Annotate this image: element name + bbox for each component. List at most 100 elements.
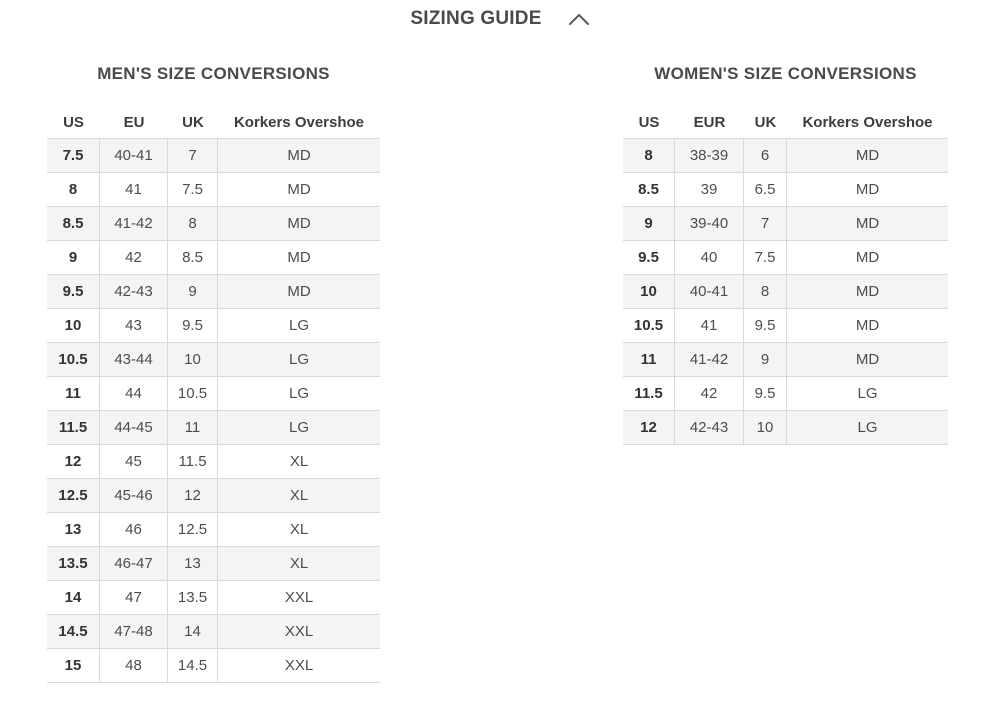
table-cell: 45 <box>100 445 168 478</box>
table-cell: 39 <box>675 173 744 206</box>
table-cell: 9.5 <box>744 377 787 410</box>
table-cell: 15 <box>47 649 100 682</box>
table-cell: 11 <box>168 411 218 444</box>
table-row: 8 38-39 6 MD <box>623 138 948 172</box>
column-header: US <box>638 114 660 131</box>
table-cell: 14 <box>168 615 218 648</box>
table-cell: 13 <box>168 547 218 580</box>
table-cell: 42 <box>675 377 744 410</box>
table-row: 11.5 42 9.5 LG <box>623 376 948 410</box>
table-cell: 6.5 <box>744 173 787 206</box>
table-cell: XL <box>289 453 309 470</box>
table-cell: 14 <box>47 581 100 614</box>
table-cell: 42 <box>100 241 168 274</box>
table-cell: MD <box>287 249 311 266</box>
table-cell: 9 <box>744 343 787 376</box>
table-cell: 9.5 <box>623 241 675 274</box>
table-cell: 12.5 <box>168 513 218 546</box>
sizing-guide-toggle[interactable]: SIZING GUIDE <box>0 8 1000 30</box>
column-header: UK <box>754 114 777 131</box>
table-row: 11 44 10.5 LG <box>47 376 380 410</box>
table-cell: 9.5 <box>168 309 218 342</box>
table-cell: XL <box>289 521 309 538</box>
table-cell: 11 <box>623 343 675 376</box>
table-row: 11.5 44-45 11 LG <box>47 410 380 444</box>
table-row: 10 40-41 8 MD <box>623 274 948 308</box>
table-cell: LG <box>288 385 309 402</box>
table-row: 14 47 13.5 XXL <box>47 580 380 614</box>
table-cell: 12.5 <box>47 479 100 512</box>
table-row: 13.5 46-47 13 XL <box>47 546 380 580</box>
table-cell: 10.5 <box>168 377 218 410</box>
table-cell: 7.5 <box>168 173 218 206</box>
table-cell: 14.5 <box>168 649 218 682</box>
table-cell: 12 <box>47 445 100 478</box>
table-cell: XXL <box>284 623 314 640</box>
table-cell: 7 <box>168 139 218 172</box>
table-cell: 13.5 <box>47 547 100 580</box>
table-cell: 10.5 <box>47 343 100 376</box>
table-header-row: US EU UK Korkers Overshoe <box>47 108 380 138</box>
table-cell: 8.5 <box>47 207 100 240</box>
table-cell: XL <box>289 487 309 504</box>
table-cell: MD <box>855 351 880 368</box>
table-cell: LG <box>857 419 878 436</box>
table-row: 9.5 40 7.5 MD <box>623 240 948 274</box>
table-cell: 43 <box>100 309 168 342</box>
table-cell: 44 <box>100 377 168 410</box>
table-cell: 8 <box>623 139 675 172</box>
table-cell: 10 <box>744 411 787 444</box>
table-cell: 43-44 <box>100 343 168 376</box>
table-cell: XL <box>289 555 309 572</box>
table-cell: XXL <box>284 589 314 606</box>
table-cell: LG <box>288 351 309 368</box>
table-cell: 7.5 <box>47 139 100 172</box>
table-row: 8.5 41-42 8 MD <box>47 206 380 240</box>
table-cell: 7.5 <box>744 241 787 274</box>
table-cell: MD <box>287 283 311 300</box>
womens-table-title: WOMEN'S SIZE CONVERSIONS <box>654 64 917 83</box>
table-cell: 11.5 <box>47 411 100 444</box>
table-cell: 14.5 <box>47 615 100 648</box>
table-cell: MD <box>287 215 311 232</box>
table-row: 9.5 42-43 9 MD <box>47 274 380 308</box>
column-header: Korkers Overshoe <box>233 114 365 131</box>
table-row: 10.5 43-44 10 LG <box>47 342 380 376</box>
table-cell: 13 <box>47 513 100 546</box>
column-header: Korkers Overshoe <box>802 114 933 131</box>
table-cell: 9 <box>168 275 218 308</box>
table-cell: 41-42 <box>100 207 168 240</box>
table-cell: MD <box>287 147 311 164</box>
table-row: 12 42-43 10 LG <box>623 410 948 445</box>
mens-size-conversions-block: MEN'S SIZE CONVERSIONS US EU UK Korkers Ove… <box>47 62 380 683</box>
table-cell: MD <box>855 215 880 232</box>
table-row: 9 39-40 7 MD <box>623 206 948 240</box>
table-cell: MD <box>855 181 880 198</box>
table-cell: 8.5 <box>168 241 218 274</box>
chevron-up-icon[interactable] <box>568 11 590 27</box>
table-cell: MD <box>855 147 880 164</box>
table-cell: XXL <box>284 657 314 674</box>
table-cell: 47 <box>100 581 168 614</box>
table-cell: 9.5 <box>47 275 100 308</box>
table-cell: 48 <box>100 649 168 682</box>
table-cell: 40-41 <box>100 139 168 172</box>
table-cell: 42-43 <box>675 411 744 444</box>
table-cell: 8.5 <box>623 173 675 206</box>
table-cell: MD <box>287 181 311 198</box>
table-cell: 8 <box>168 207 218 240</box>
table-row: 9 42 8.5 MD <box>47 240 380 274</box>
table-header-row: US EUR UK Korkers Overshoe <box>623 108 948 138</box>
table-cell: 40-41 <box>675 275 744 308</box>
table-cell: 46 <box>100 513 168 546</box>
table-row: 8.5 39 6.5 MD <box>623 172 948 206</box>
table-cell: 44-45 <box>100 411 168 444</box>
table-cell: LG <box>288 317 309 334</box>
table-cell: 11.5 <box>623 377 675 410</box>
table-cell: 13.5 <box>168 581 218 614</box>
table-cell: 9.5 <box>744 309 787 342</box>
table-cell: 10 <box>47 309 100 342</box>
table-cell: LG <box>288 419 309 436</box>
table-cell: 42-43 <box>100 275 168 308</box>
